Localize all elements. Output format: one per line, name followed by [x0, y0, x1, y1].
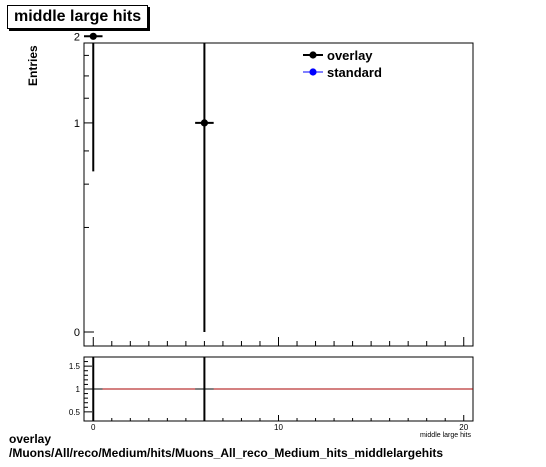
ratio-data: [84, 357, 473, 421]
legend-marker: [309, 68, 317, 76]
main-axes: 0 1 2: [74, 31, 465, 346]
y-axis-label: Entries: [26, 45, 40, 86]
legend-label: overlay: [327, 48, 373, 63]
ratio-y-tick-label: 0.5: [69, 408, 81, 417]
legend: overlay standard: [303, 48, 382, 80]
legend-marker: [309, 51, 317, 59]
data-point: [89, 32, 97, 40]
main-data: [84, 32, 214, 332]
ratio-x-tick-label: 10: [274, 423, 283, 432]
footer-line-1: overlay: [9, 432, 52, 446]
ratio-x-tick-label: 0: [91, 423, 96, 432]
ratio-y-tick-label: 1.5: [69, 362, 81, 371]
y-tick-label: 0: [74, 327, 80, 339]
chart-title: middle large hits: [7, 5, 149, 29]
y-tick-label: 2: [74, 31, 80, 43]
footer-line-2: /Muons/All/reco/Medium/hits/Muons_All_re…: [9, 446, 444, 460]
y-tick-label: 1: [74, 118, 80, 130]
ratio-y-tick-label: 1: [76, 385, 81, 394]
x-axis-label: middle large hits: [420, 432, 471, 439]
legend-label: standard: [327, 65, 382, 80]
ratio-axes: 0.5 1 1.5 0 10 20: [69, 356, 469, 432]
data-point: [200, 119, 209, 127]
ratio-x-tick-label: 20: [459, 423, 468, 432]
main-frame: [83, 42, 474, 347]
